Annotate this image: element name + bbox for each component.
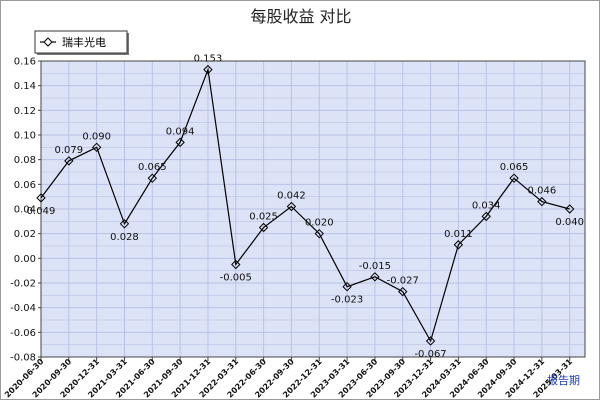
y-tick-label: 0.12 xyxy=(14,106,36,117)
data-point xyxy=(537,196,547,207)
data-label: 0.094 xyxy=(166,126,195,137)
data-point xyxy=(425,336,436,346)
data-point xyxy=(258,222,269,233)
chart-title: 每股收益 对比 xyxy=(250,7,351,26)
data-point xyxy=(370,272,380,282)
data-point xyxy=(119,219,130,229)
data-point xyxy=(509,173,519,183)
y-tick-label: 0.02 xyxy=(14,229,36,240)
data-label: -0.023 xyxy=(331,295,363,306)
series-line xyxy=(40,67,570,343)
data-label: -0.027 xyxy=(387,276,419,287)
data-label: 0.153 xyxy=(194,54,223,65)
y-tick-label: 0.16 xyxy=(14,57,36,68)
data-label: 0.065 xyxy=(500,162,529,173)
data-point xyxy=(314,228,324,239)
data-point xyxy=(175,137,185,148)
data-label: -0.015 xyxy=(359,261,391,272)
y-tick-label: 0.08 xyxy=(14,155,36,166)
data-point xyxy=(91,142,102,153)
data-label: 0.025 xyxy=(249,212,278,223)
data-point xyxy=(481,211,491,222)
data-point xyxy=(203,64,213,75)
data-label: 0.046 xyxy=(528,186,557,197)
data-label: 0.090 xyxy=(82,131,111,142)
y-tick-label: 0.10 xyxy=(14,131,36,142)
y-tick-label: 0.04 xyxy=(14,205,36,216)
data-label: 0.079 xyxy=(55,145,84,156)
y-tick-label: -0.08 xyxy=(10,353,36,364)
data-label: 0.034 xyxy=(472,200,501,211)
y-tick-label: 0.00 xyxy=(14,254,36,265)
legend-box xyxy=(34,30,128,54)
data-point xyxy=(398,286,408,297)
data-label: -0.067 xyxy=(414,349,446,360)
data-label: 0.049 xyxy=(27,206,56,217)
data-point xyxy=(564,204,575,214)
data-label: 0.020 xyxy=(305,218,334,229)
data-point xyxy=(231,259,241,270)
legend-label: 瑞丰光电 xyxy=(62,35,106,49)
y-tick-label: 0.06 xyxy=(14,180,36,191)
data-point xyxy=(453,240,464,250)
legend: 瑞丰光电 xyxy=(34,30,129,55)
y-tick-label: -0.04 xyxy=(10,303,36,314)
data-label: 0.040 xyxy=(555,217,584,228)
data-label: -0.005 xyxy=(220,273,252,284)
data-label: 0.042 xyxy=(277,191,306,202)
data-point xyxy=(286,201,297,212)
data-label: 0.065 xyxy=(138,162,167,173)
data-point xyxy=(147,173,158,183)
data-point xyxy=(342,281,352,292)
data-point xyxy=(64,156,74,166)
report-period-label: 报告期 xyxy=(547,373,580,387)
plot-area: -0.08 -0.06 -0.04 -0.02 0.00 0.02 0.04 0.06 0.08… xyxy=(3,54,586,400)
data-label: 0.011 xyxy=(444,229,473,240)
data-label: 0.028 xyxy=(110,232,139,243)
y-tick-label: 0.14 xyxy=(14,81,36,92)
data-point xyxy=(36,193,46,203)
y-tick-label: -0.06 xyxy=(10,328,36,339)
y-tick-label: -0.02 xyxy=(10,279,36,290)
legend-marker-icon xyxy=(43,37,53,47)
